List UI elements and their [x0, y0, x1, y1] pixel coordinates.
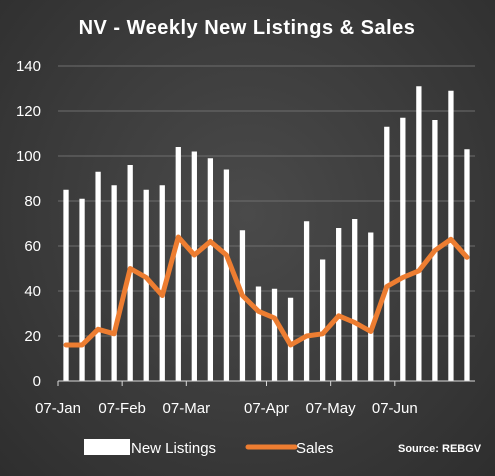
y-tick-label: 120: [16, 103, 41, 120]
bar-new-listings: [95, 171, 101, 381]
sales-line-layer: [63, 234, 470, 348]
x-tick-label: 07-May: [306, 400, 357, 417]
bar-new-listings: [191, 151, 197, 381]
bar-new-listings: [255, 286, 262, 381]
legend-label-new-listings: New Listings: [131, 440, 216, 457]
new-listings-bars: [63, 86, 470, 381]
x-tick-label: 07-Feb: [98, 400, 146, 417]
bar-new-listings: [384, 126, 390, 381]
y-tick-label: 0: [33, 373, 41, 390]
x-axis-ticks: 07-Jan 07-Feb 07-Mar 07-Apr 07-May 07-Jun: [35, 381, 418, 417]
legend-label-sales: Sales: [296, 440, 334, 457]
bar-new-listings: [143, 189, 149, 381]
source-note: Source: REBGV: [398, 443, 482, 455]
bar-new-listings: [79, 198, 85, 381]
bar-new-listings: [464, 149, 470, 381]
bar-new-listings: [287, 297, 294, 381]
bar-new-listings: [336, 228, 342, 381]
bar-new-listings: [207, 158, 214, 381]
bar-new-listings: [400, 117, 406, 381]
y-tick-label: 40: [24, 283, 41, 300]
bar-new-listings: [271, 288, 278, 381]
y-tick-label: 60: [24, 238, 41, 255]
bar-new-listings: [368, 232, 374, 381]
bar-new-listings: [303, 221, 310, 381]
x-tick-label: 07-Apr: [244, 400, 289, 417]
legend: New Listings Sales Source: REBGV: [84, 439, 482, 457]
bar-new-listings: [319, 259, 326, 381]
bar-new-listings: [448, 90, 454, 381]
y-axis-ticks: 0 20 40 60 80 100 120 140: [16, 58, 41, 390]
bar-new-listings: [63, 189, 69, 381]
bar-new-listings: [159, 185, 165, 381]
x-tick-label: 07-Mar: [163, 400, 211, 417]
sales-line: [63, 234, 470, 348]
bar-new-listings: [111, 185, 117, 381]
legend-swatch-new-listings: [84, 439, 130, 455]
x-tick-label: 07-Jun: [372, 400, 418, 417]
bar-new-listings: [175, 147, 181, 381]
bar-new-listings: [416, 86, 422, 381]
y-tick-label: 20: [24, 328, 41, 345]
y-tick-label: 140: [16, 58, 41, 75]
bar-new-listings: [223, 169, 230, 381]
y-tick-label: 100: [16, 148, 41, 165]
y-tick-label: 80: [24, 193, 41, 210]
bar-new-listings: [352, 219, 358, 381]
chart-title: NV - Weekly New Listings & Sales: [79, 17, 416, 39]
bar-new-listings: [239, 230, 246, 381]
x-tick-label: 07-Jan: [35, 400, 81, 417]
gridlines: [58, 65, 475, 337]
